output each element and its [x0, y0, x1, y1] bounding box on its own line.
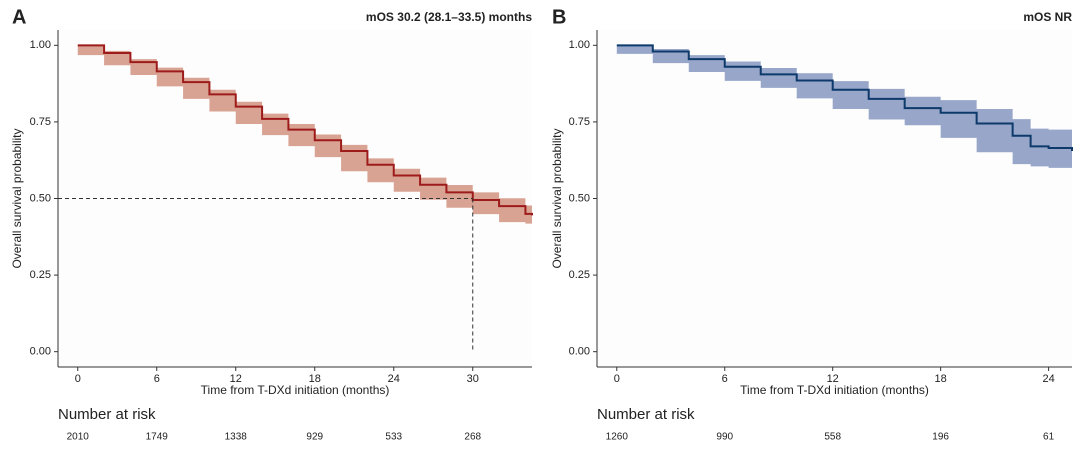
- risk-count: 990: [716, 432, 733, 443]
- risk-count: 196: [932, 432, 949, 443]
- x-tick-label: 6: [154, 373, 160, 385]
- y-tick-label: 0.25: [30, 269, 51, 281]
- confidence-band: [616, 45, 1072, 168]
- x-tick-label: 18: [309, 373, 321, 385]
- y-tick-label: 1.00: [569, 39, 590, 51]
- panel-title: mOS 30.2 (28.1–33.5) months: [366, 10, 532, 24]
- risk-count: 1338: [225, 432, 248, 443]
- x-tick-label: 30: [467, 373, 479, 385]
- plot-background: [597, 30, 1072, 367]
- risk-count: 1749: [146, 432, 169, 443]
- x-tick-label: 6: [722, 373, 728, 385]
- risk-count: 268: [464, 432, 481, 443]
- panel-label: B: [552, 6, 566, 28]
- risk-count: 1260: [606, 432, 629, 443]
- y-tick-label: 0.75: [30, 116, 51, 128]
- x-tick-label: 0: [614, 373, 620, 385]
- y-tick-label: 0.25: [569, 269, 590, 281]
- x-tick-label: 24: [388, 373, 400, 385]
- panel-label: A: [12, 6, 26, 28]
- risk-count: 533: [385, 432, 402, 443]
- risk-table-title: Number at risk: [58, 406, 156, 423]
- risk-count: 2010: [67, 432, 90, 443]
- x-axis-label: Time from T-DXd initiation (months): [201, 383, 390, 397]
- y-tick-label: 0.75: [569, 116, 590, 128]
- panel-title: mOS NR: [1023, 10, 1072, 24]
- y-axis-label: Overall survival probability: [550, 128, 564, 268]
- risk-table-title: Number at risk: [597, 406, 695, 423]
- x-axis-label: Time from T-DXd initiation (months): [740, 383, 929, 397]
- x-tick-label: 12: [230, 373, 242, 385]
- y-tick-label: 0.50: [569, 192, 590, 204]
- risk-count: 929: [306, 432, 323, 443]
- y-tick-label: 0.00: [30, 346, 51, 358]
- confidence-band: [77, 45, 532, 224]
- x-tick-label: 12: [827, 373, 839, 385]
- y-tick-label: 1.00: [30, 39, 51, 51]
- y-tick-label: 0.50: [30, 192, 51, 204]
- y-axis-label: Overall survival probability: [10, 128, 24, 268]
- x-tick-label: 0: [75, 373, 81, 385]
- x-tick-label: 24: [1042, 373, 1054, 385]
- survival-curve: [616, 44, 1073, 152]
- risk-count: 558: [824, 432, 841, 443]
- y-tick-label: 0.00: [569, 346, 590, 358]
- risk-count: 61: [1043, 432, 1055, 443]
- x-tick-label: 18: [935, 373, 947, 385]
